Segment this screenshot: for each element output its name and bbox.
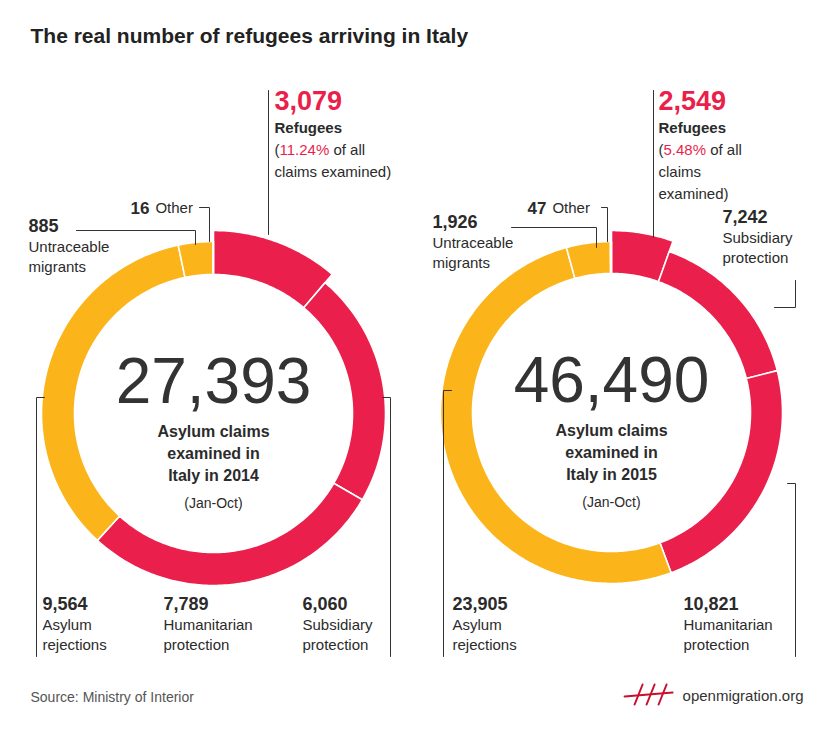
svg-text:Subsidiaryprotection: Subsidiaryprotection [723, 229, 794, 266]
svg-text:23,905: 23,905 [453, 594, 508, 614]
svg-text:Humanitarianprotection: Humanitarianprotection [164, 616, 253, 653]
svg-text:2,549: 2,549 [659, 86, 727, 116]
svg-text:47: 47 [528, 199, 547, 218]
svg-text:7,789: 7,789 [164, 594, 209, 614]
svg-text:10,821: 10,821 [684, 594, 739, 614]
svg-text:The real number of refugees ar: The real number of refugees arriving in … [31, 24, 469, 47]
svg-text:Subsidiaryprotection: Subsidiaryprotection [303, 616, 374, 653]
svg-text:11.24%: 11.24% [279, 141, 329, 158]
svg-text:Asylum claims: Asylum claims [157, 423, 269, 440]
svg-text:Other: Other [552, 199, 590, 216]
svg-text:Other: Other [155, 199, 193, 216]
svg-text:examined in: examined in [565, 444, 657, 461]
svg-text:27,393: 27,393 [116, 345, 312, 417]
svg-text:Source: Ministry of Interior: Source: Ministry of Interior [31, 689, 195, 705]
svg-text:claims: claims [659, 163, 702, 180]
svg-text:Asylum claims: Asylum claims [555, 422, 667, 439]
svg-text:Refugees: Refugees [275, 119, 343, 136]
svg-text:Asylumrejections: Asylumrejections [43, 616, 107, 653]
svg-text:(Jan-Oct): (Jan-Oct) [582, 494, 640, 510]
svg-text:Italy in 2015: Italy in 2015 [566, 466, 657, 483]
svg-text:6,060: 6,060 [303, 594, 348, 614]
svg-text:9,564: 9,564 [43, 594, 88, 614]
svg-text:Untraceablemigrants: Untraceablemigrants [29, 238, 110, 275]
svg-text:examined in: examined in [167, 445, 259, 462]
svg-text:16: 16 [131, 199, 150, 218]
svg-text:of all: of all [329, 141, 365, 158]
svg-text:46,490: 46,490 [514, 344, 710, 416]
svg-text:(Jan-Oct): (Jan-Oct) [184, 495, 242, 511]
svg-text:Asylumrejections: Asylumrejections [453, 616, 517, 653]
svg-text:Refugees: Refugees [659, 119, 727, 136]
svg-text:5.48%: 5.48% [663, 141, 706, 158]
svg-text:examined): examined) [659, 185, 729, 202]
svg-text:claims examined): claims examined) [275, 163, 392, 180]
svg-text:7,242: 7,242 [723, 207, 768, 227]
svg-text:885: 885 [29, 216, 59, 236]
svg-text:Untraceablemigrants: Untraceablemigrants [433, 234, 514, 271]
svg-text:of all: of all [706, 141, 742, 158]
svg-text:openmigration.org: openmigration.org [683, 687, 804, 704]
svg-text:Italy in 2014: Italy in 2014 [168, 467, 259, 484]
svg-text:Humanitarianprotection: Humanitarianprotection [684, 616, 773, 653]
svg-text:3,079: 3,079 [275, 86, 343, 116]
svg-text:1,926: 1,926 [433, 212, 478, 232]
